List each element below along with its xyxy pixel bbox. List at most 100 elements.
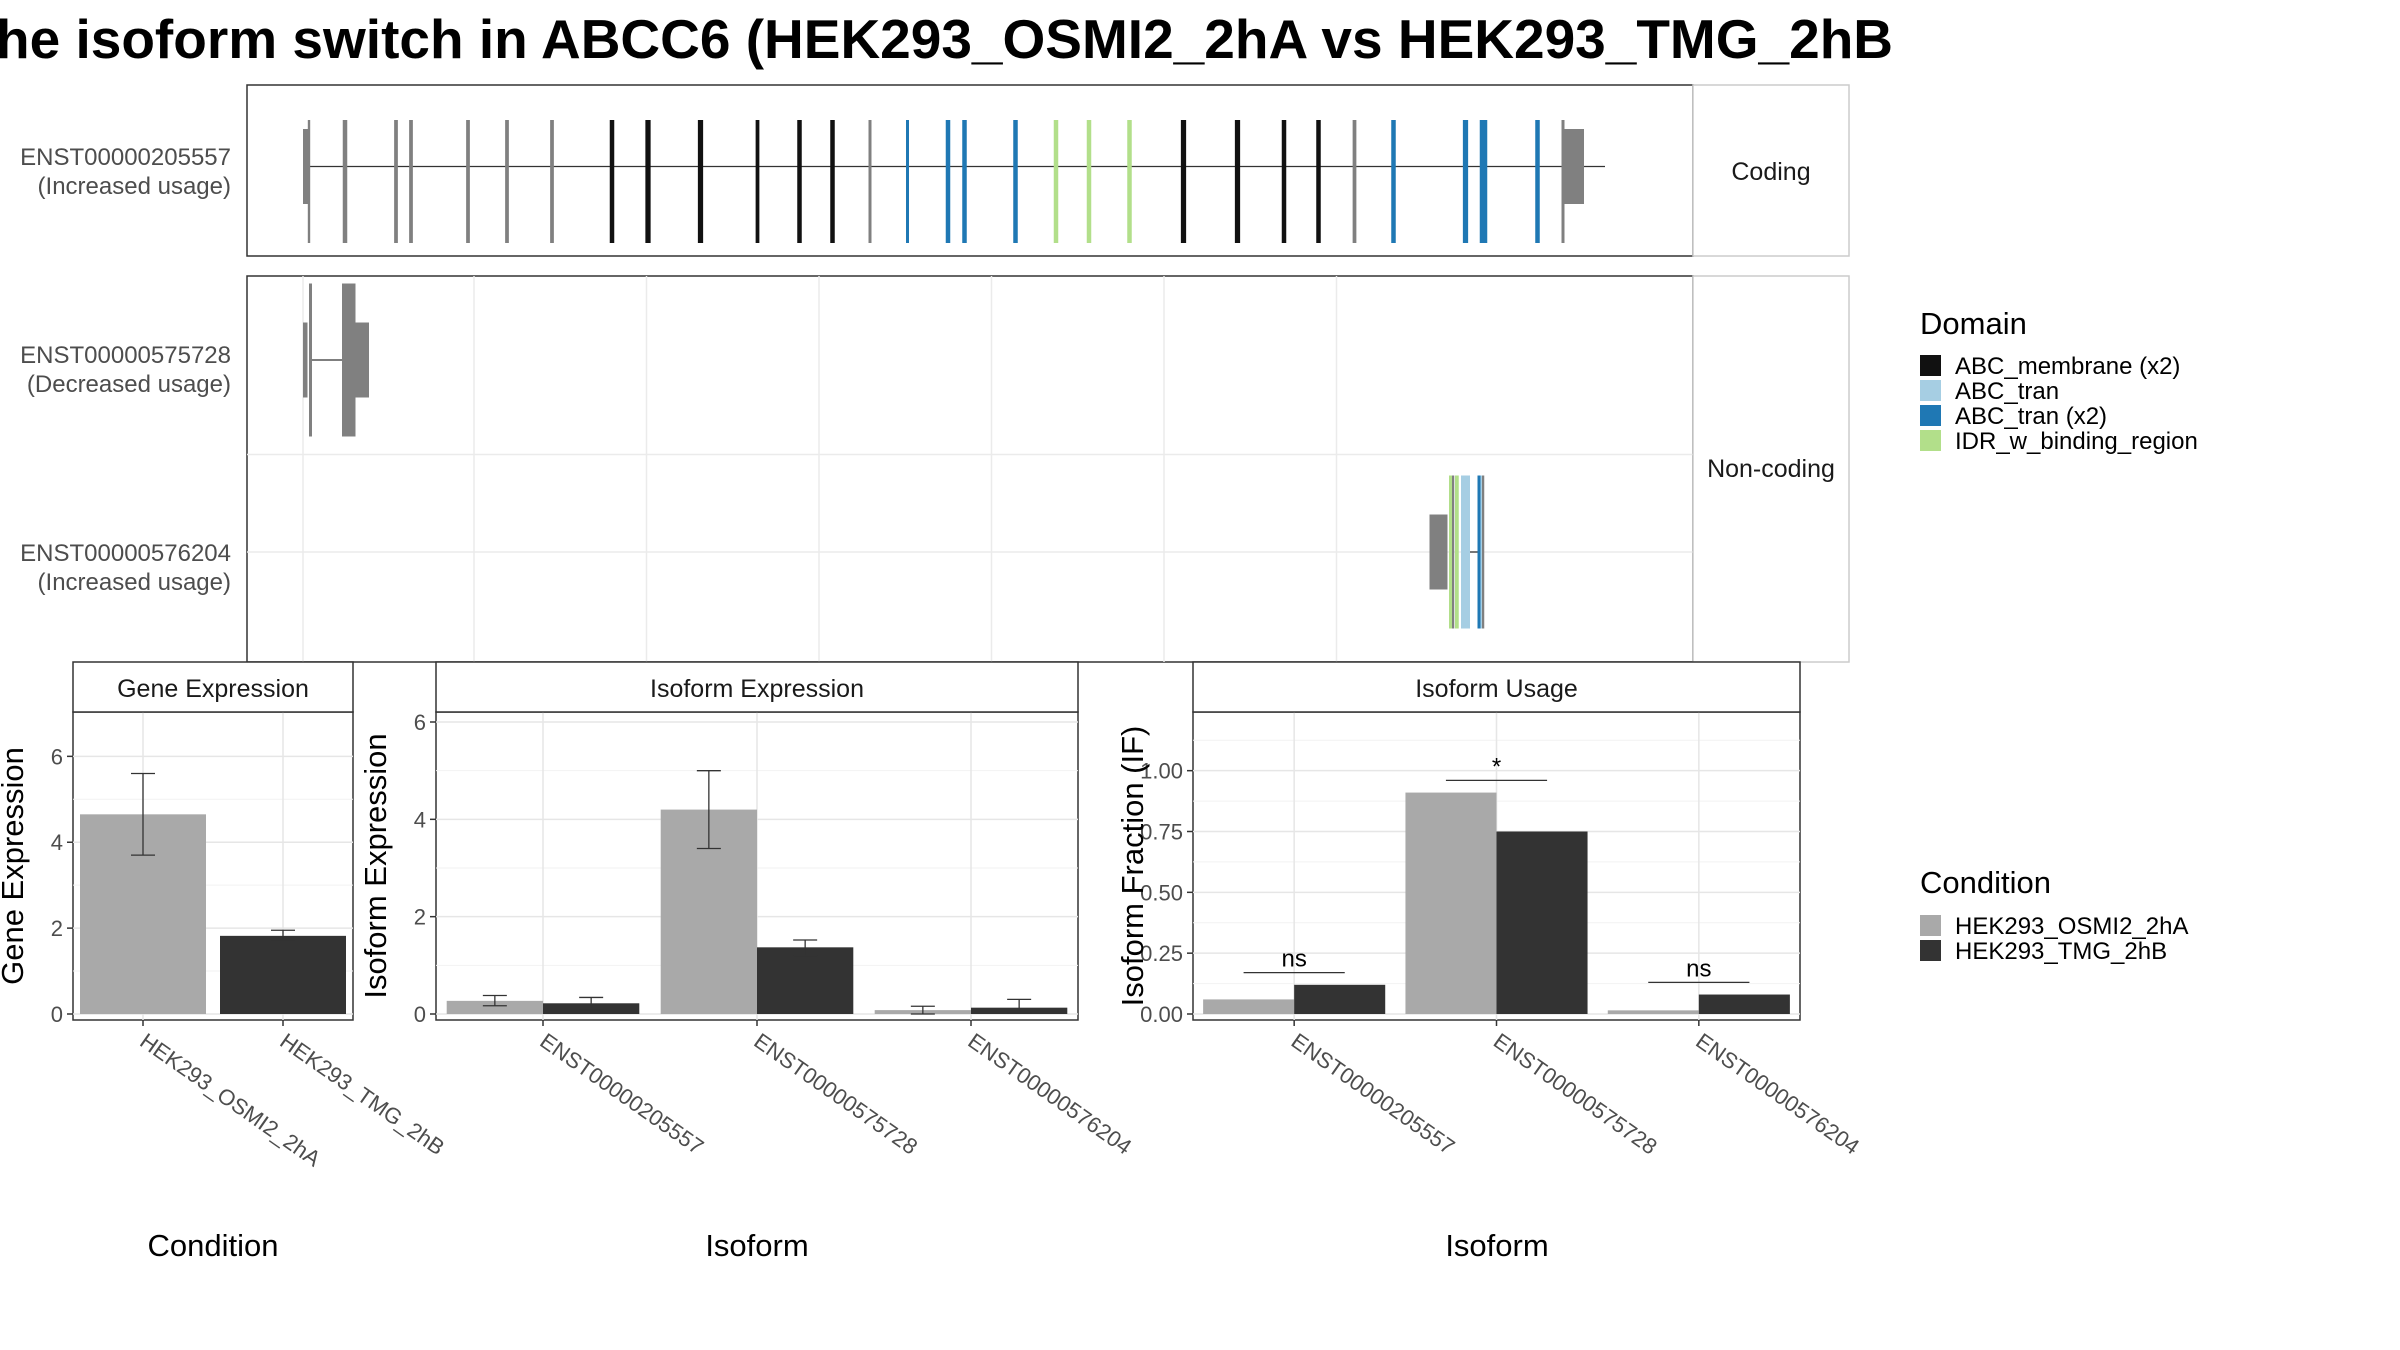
isoform-expression-strip-label: Isoform Expression — [650, 675, 864, 703]
exon — [342, 283, 356, 437]
legend-swatch-abc-tran — [1920, 380, 1941, 401]
exon — [505, 120, 509, 243]
isoform-expression-y-title: Isoform Expression — [358, 733, 393, 998]
transcript-labels: ENST00000205557 (Increased usage) ENST00… — [20, 144, 231, 596]
exon — [697, 120, 704, 243]
legend-label-abc-membrane: ABC_membrane (x2) — [1955, 353, 2180, 380]
isoform-usage-strip-label: Isoform Usage — [1415, 675, 1578, 703]
exon-track-noncoding — [303, 283, 1485, 629]
structure-panel-coding: Coding — [246, 84, 1850, 257]
bar-tmg — [1698, 994, 1790, 1014]
exon — [609, 120, 615, 243]
y-tick-label: 0.50 — [1140, 880, 1183, 905]
y-tick-label: 4 — [51, 830, 63, 855]
exon — [1462, 120, 1469, 243]
exon — [1053, 120, 1059, 243]
exon — [755, 120, 760, 243]
legend-swatch-abc-membrane — [1920, 355, 1941, 376]
gene-expression-strip — [72, 661, 354, 713]
gene-expression-y-title: Gene Expression — [0, 747, 30, 985]
x-tick-label: ENST00000576204 — [964, 1028, 1137, 1159]
utr-exon — [355, 322, 369, 398]
y-tick-label: 0.00 — [1140, 1002, 1183, 1027]
y-tick-label: 0.25 — [1140, 941, 1183, 966]
grid-noncoding — [247, 276, 1693, 662]
y-tick-label: 0 — [51, 1002, 63, 1027]
legend-swatch-idr — [1920, 430, 1941, 451]
exon — [868, 120, 872, 243]
bar-tmg — [1294, 984, 1386, 1014]
exon — [1479, 120, 1488, 243]
y-tick-label: 0.75 — [1140, 820, 1183, 845]
y-tick-label: 4 — [414, 807, 426, 832]
isoform-usage-strip — [1192, 661, 1801, 713]
isoform-expression-x-title: Isoform — [705, 1228, 808, 1263]
bar-osmi2 — [1203, 999, 1295, 1014]
exon — [906, 120, 909, 243]
exon — [1449, 475, 1452, 629]
legend-label-osmi2: HEK293_OSMI2_2hA — [1955, 913, 2188, 940]
x-tick-label: ENST00000205557 — [536, 1028, 709, 1159]
gene-expression-x-title: Condition — [148, 1228, 279, 1263]
utr-exon — [1564, 129, 1584, 204]
exon — [1391, 120, 1396, 243]
exon — [1467, 475, 1470, 629]
exon — [1479, 475, 1484, 629]
x-tick-label: ENST00000576204 — [1691, 1028, 1864, 1159]
exon — [645, 120, 651, 243]
y-tick-label: 2 — [414, 905, 426, 930]
transcript-id-2: ENST00000575728 — [20, 342, 231, 369]
exon — [1461, 475, 1467, 629]
y-tick-label: 6 — [51, 744, 63, 769]
bar-tmg — [220, 935, 346, 1014]
exon-track-coding — [303, 120, 1605, 243]
exon — [1352, 120, 1357, 243]
exon — [1086, 120, 1092, 243]
transcript-note-3: (Increased usage) — [38, 569, 231, 596]
bar-osmi2 — [446, 1000, 543, 1014]
legend-label-abc-tran: ABC_tran — [1955, 378, 2059, 405]
exon — [342, 120, 348, 243]
exon — [1234, 120, 1241, 243]
exon — [1281, 120, 1287, 243]
y-tick-label: 1.00 — [1140, 759, 1183, 784]
transcript-note-2: (Decreased usage) — [27, 371, 231, 398]
strip-coding — [1692, 84, 1850, 257]
isoform-expression-strip — [435, 661, 1079, 713]
significance-label: ns — [1281, 946, 1306, 973]
exon — [309, 283, 312, 437]
figure-title: he isoform switch in ABCC6 (HEK293_OSMI2… — [0, 8, 1893, 70]
exon — [1316, 120, 1321, 243]
exon — [1180, 120, 1187, 243]
structure-panel-noncoding: Non-coding — [246, 275, 1850, 663]
legend-label-abc-tran-x2: ABC_tran (x2) — [1955, 403, 2107, 430]
x-tick-label: ENST00000205557 — [1287, 1028, 1460, 1159]
exon — [550, 120, 554, 243]
exon — [409, 120, 413, 243]
bar-osmi2 — [1405, 792, 1497, 1014]
strip-noncoding — [1692, 275, 1850, 663]
legend-domain: Domain ABC_membrane (x2) ABC_tran ABC_tr… — [1920, 306, 2198, 455]
significance-label: * — [1492, 753, 1501, 780]
exon — [797, 120, 802, 243]
exon — [945, 120, 951, 243]
isoform-usage-panel: 0.00 0.25 0.50 0.75 1.00 ns * ns Isoform Usage EN… — [1115, 661, 1864, 1263]
exon — [1477, 475, 1481, 629]
isoform-usage-x-title: Isoform — [1445, 1228, 1548, 1263]
x-tick-label: ENST00000575728 — [750, 1028, 923, 1159]
legend-label-idr: IDR_w_binding_region — [1955, 428, 2198, 455]
exon — [1452, 475, 1455, 629]
x-tick-label: ENST00000575728 — [1489, 1028, 1662, 1159]
exon — [1535, 120, 1540, 243]
utr-exon — [1429, 514, 1448, 590]
exon — [394, 120, 398, 243]
exon — [1561, 120, 1565, 243]
legend-domain-title: Domain — [1920, 306, 2027, 341]
transcript-id-1: ENST00000205557 — [20, 144, 231, 171]
exon — [1455, 475, 1459, 629]
y-tick-label: 0 — [414, 1002, 426, 1027]
legend-condition: Condition HEK293_OSMI2_2hA HEK293_TMG_2h… — [1920, 865, 2188, 965]
y-tick-label: 2 — [51, 916, 63, 941]
bar-osmi2 — [1607, 1010, 1699, 1014]
